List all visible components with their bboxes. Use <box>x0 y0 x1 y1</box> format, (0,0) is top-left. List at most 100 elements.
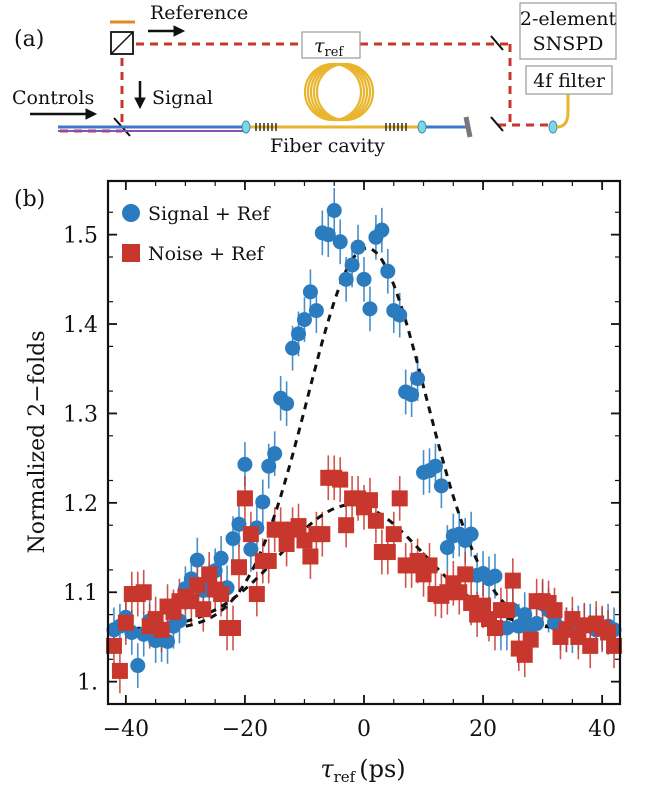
x-tick-label: −40 <box>103 717 149 742</box>
chart-panel: (b) −40 −20 0 20 40 1. 1.1 1.2 1.3 1.4 1.5 Signal… <box>14 179 623 786</box>
noise-point <box>522 631 539 648</box>
panel-a-label: (a) <box>14 27 44 52</box>
x-tick-label: 40 <box>588 717 616 742</box>
noise-point <box>367 512 384 529</box>
legend-noise-marker <box>122 244 140 262</box>
signal-point <box>410 371 426 387</box>
signal-point <box>380 263 396 279</box>
noise-point <box>248 586 265 603</box>
signal-point <box>392 307 408 323</box>
signal-arrowhead <box>134 97 146 110</box>
noise-point <box>242 526 259 543</box>
signal-point <box>326 203 342 219</box>
noise-point <box>421 557 438 574</box>
legend-noise-label: Noise + Ref <box>148 243 266 265</box>
noise-point <box>498 602 515 619</box>
signal-point <box>213 550 229 566</box>
signal-point <box>279 396 295 412</box>
signal-point <box>487 568 503 584</box>
signal-point <box>517 607 533 623</box>
noise-point <box>260 552 277 569</box>
signal-point <box>267 446 283 462</box>
fiber-coil <box>303 62 375 122</box>
signal-point <box>320 227 336 243</box>
noise-point <box>546 602 563 619</box>
data-markers <box>105 203 623 679</box>
signal-point <box>308 303 324 319</box>
signal-point <box>237 456 253 472</box>
noise-point <box>600 624 617 641</box>
signal-point <box>404 387 420 403</box>
noise-point <box>332 471 349 488</box>
x-tick-label: −20 <box>222 717 268 742</box>
signal-point <box>285 340 301 356</box>
legend-signal-marker <box>122 204 140 222</box>
tau-ref-box <box>301 31 361 59</box>
signal-point <box>463 526 479 542</box>
y-tick-label: 1.3 <box>63 402 98 427</box>
noise-point <box>201 566 218 583</box>
noise-point <box>230 559 247 576</box>
signal-point <box>296 312 312 328</box>
noise-point <box>606 637 623 654</box>
signal-point <box>243 541 259 557</box>
noise-point <box>105 637 122 654</box>
signal-point <box>225 531 241 547</box>
y-tick-label: 1.5 <box>63 224 98 249</box>
noise-point <box>314 526 331 543</box>
x-tick-labels: −40 −20 0 20 40 <box>103 717 616 742</box>
signal-point <box>255 494 271 510</box>
signal-point <box>433 478 449 494</box>
signal-point <box>231 516 247 532</box>
noise-point <box>361 492 378 509</box>
signal-point <box>362 301 378 317</box>
signal-point <box>189 552 205 568</box>
x-tick-label: 20 <box>469 717 497 742</box>
y-tick-label: 1.4 <box>63 313 98 338</box>
noise-point <box>302 548 319 565</box>
signal-point <box>374 222 390 238</box>
y-tick-label: 1.1 <box>63 581 98 606</box>
legend-signal-label: Signal + Ref <box>148 203 271 225</box>
x-tick-label: 0 <box>357 717 371 742</box>
y-tick-label: 1.2 <box>63 492 98 517</box>
noise-point <box>385 526 402 543</box>
schematic-panel: (a) <box>12 2 617 157</box>
noise-point <box>236 490 253 507</box>
noise-point <box>111 662 128 679</box>
noise-point <box>475 597 492 614</box>
signal-point <box>356 271 372 287</box>
noise-point <box>457 566 474 583</box>
legend: Signal + Ref Noise + Ref <box>122 203 271 265</box>
y-axis-label: Normalized 2−folds <box>25 331 50 554</box>
beam-splitter <box>110 31 134 55</box>
noise-point <box>278 535 295 552</box>
fiber-connector-3 <box>548 120 558 134</box>
y-tick-label: 1. <box>77 671 98 696</box>
noise-point <box>391 490 408 507</box>
cavity-label: Fiber cavity <box>270 135 385 157</box>
mirror-top-right <box>490 35 504 51</box>
signal-point <box>529 616 545 632</box>
fiber-to-filter <box>556 93 570 129</box>
noise-point <box>582 637 599 654</box>
plot-frame <box>106 179 622 706</box>
reference-arrowhead <box>173 25 186 37</box>
signal-point <box>130 658 146 674</box>
filter-label: 4f filter <box>533 70 606 92</box>
controls-arrowhead <box>85 108 98 120</box>
mirror-bottom-right <box>490 116 504 132</box>
x-axis-label: τref (ps) <box>320 755 405 786</box>
tau-ref-label: τref <box>314 35 344 60</box>
detector-line1: 2-element <box>520 8 617 30</box>
fiber-bragg-grating-left <box>255 123 277 131</box>
fiber-connector-1 <box>241 120 251 134</box>
signal-point <box>302 284 318 300</box>
signal-point <box>350 239 366 255</box>
y-tick-labels: 1. 1.1 1.2 1.3 1.4 1.5 <box>63 224 98 696</box>
controls-label: Controls <box>12 87 94 109</box>
noise-point <box>225 620 242 637</box>
noise-point <box>135 584 152 601</box>
signal-point <box>332 234 348 250</box>
noise-point <box>117 614 134 631</box>
